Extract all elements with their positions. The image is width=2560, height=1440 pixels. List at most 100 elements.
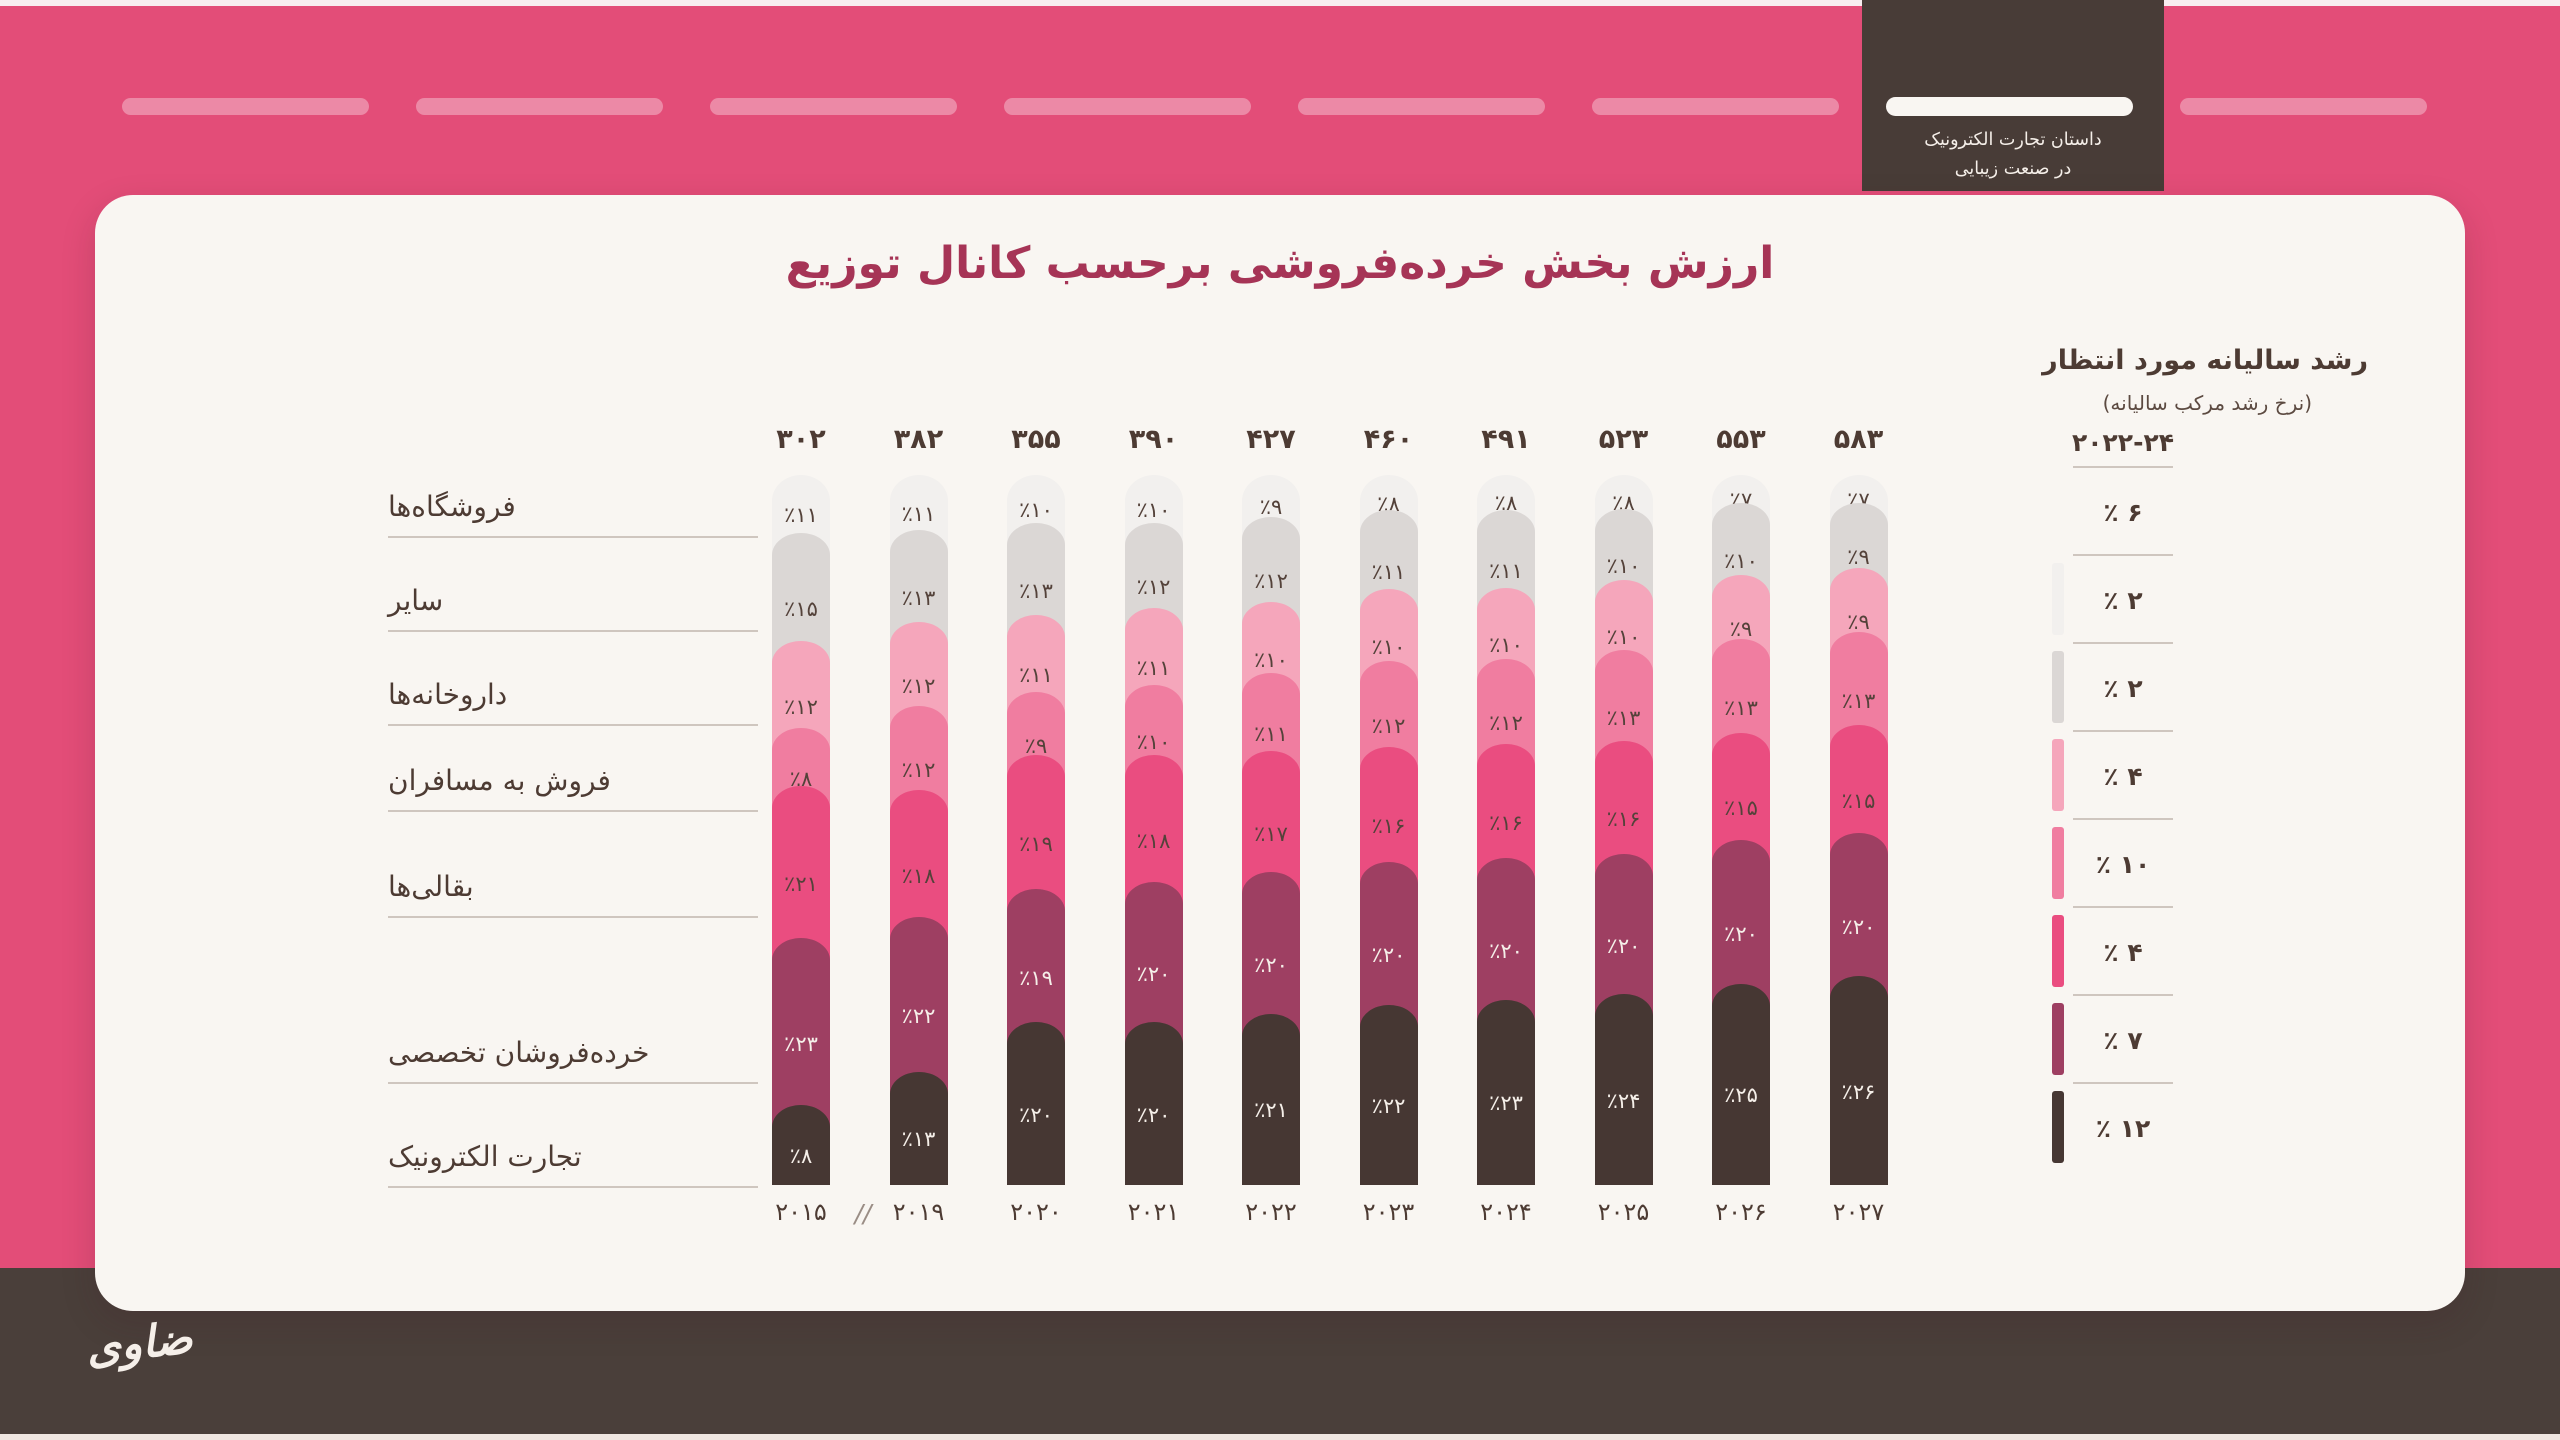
segment-label: ٪۱۶ (1371, 814, 1406, 839)
bar-segment: ٪۱۶ (1477, 744, 1535, 880)
category-label: سایر (388, 584, 758, 632)
bar-segment: ٪۱۸ (889, 790, 948, 939)
bar-segment: ٪۲۱ (1242, 1013, 1300, 1185)
segment-label: ٪۲۰ (1606, 933, 1641, 958)
segment-label: ٪۱۲ (901, 673, 936, 698)
bar-segment: ٪۲۴ (1594, 994, 1653, 1185)
growth-row: ٪ ۷ (2052, 994, 2173, 1084)
category-label: تجارت الکترونیک (388, 1140, 758, 1188)
axis-year: ۲۰۲۵ (1597, 1198, 1650, 1226)
segment-label: ٪۱۱ (1019, 663, 1053, 688)
bar-segment: ٪۲۱ (772, 786, 830, 961)
segment-label: ٪۱۸ (901, 863, 936, 888)
segment-label: ٪۸ (1612, 491, 1635, 516)
chart-title: ارزش بخش خرده‌فروشی برحسب کانال توزیع (785, 238, 1775, 289)
segment-label: ٪۲۲ (1371, 1094, 1406, 1119)
growth-chip (2052, 739, 2064, 811)
axis-year: ۲۰۲۱ (1127, 1198, 1180, 1226)
segment-label: ٪۱۰ (1724, 549, 1758, 574)
progress-pill[interactable] (710, 98, 957, 115)
segment-label: ٪۱۹ (1019, 965, 1053, 990)
segment-label: ٪۱۱ (1489, 558, 1523, 583)
segment-label: ٪۱۰ (1606, 554, 1641, 579)
segment-label: ٪۸ (789, 1143, 813, 1168)
progress-pill[interactable] (122, 98, 369, 115)
bar-total: ۵۲۳ (1598, 424, 1649, 455)
bar-segment: ٪۲۳ (772, 938, 830, 1128)
category-label: بقالی‌ها (388, 870, 758, 918)
growth-chip (2052, 563, 2064, 635)
bar-column: ٪۱۰ ٪۱۲ ٪۱۱ ٪۱۰ ٪۱۸ ٪۲۰ ٪۲۰ (1124, 475, 1183, 1185)
axis-year: ۲۰۲۴ (1480, 1198, 1532, 1226)
tab-title-line2: در صنعت زیبایی (1954, 159, 2072, 179)
progress-pill[interactable] (1592, 98, 1839, 115)
bar-segment: ٪۲۰ (1124, 881, 1183, 1045)
growth-row: ٪ ۱۲ (2052, 1082, 2173, 1172)
bar-total: ۴۹۱ (1481, 424, 1531, 455)
bar-total: ۳۰۲ (776, 424, 826, 455)
segment-label: ٪۱۳ (901, 586, 936, 610)
growth-chip (2052, 1091, 2064, 1163)
segment-label: ٪۹ (1024, 733, 1048, 758)
progress-pill[interactable] (1886, 97, 2133, 116)
bar-segment: ٪۱۹ (1007, 888, 1065, 1045)
growth-legend-title: رشد سالیانه مورد انتظار (2042, 345, 2368, 376)
progress-pill[interactable] (1004, 98, 1251, 115)
progress-pill[interactable] (1298, 98, 1545, 115)
growth-chip (2052, 915, 2064, 987)
growth-chip (2052, 827, 2064, 899)
bar-column: ٪۱۱ ٪۱۳ ٪۱۲ ٪۱۲ ٪۱۸ ٪۲۲ ٪۱۳ (889, 475, 948, 1185)
segment-label: ٪۱۰ (1371, 635, 1406, 660)
bottom-strip (0, 1434, 2560, 1440)
segment-label: ٪۱۷ (1254, 821, 1288, 846)
segment-label: ٪۲۰ (1019, 1102, 1053, 1127)
growth-row: ٪ ۴ (2052, 730, 2173, 820)
axis-year: ۲۰۲۷ (1832, 1198, 1885, 1226)
tab-title-line1: داستان تجارت الکترونیک (1924, 130, 2102, 150)
segment-label: ٪۲۱ (784, 872, 818, 897)
segment-label: ٪۱۶ (1489, 810, 1523, 835)
segment-label: ٪۱۵ (784, 597, 818, 622)
segment-label: ٪۸ (1494, 491, 1518, 516)
segment-label: ٪۱۲ (1371, 713, 1406, 738)
segment-label: ٪۲۳ (784, 1031, 818, 1056)
segment-label: ٪۲۲ (901, 1004, 936, 1029)
segment-label: ٪۲۰ (1371, 943, 1406, 968)
segment-label: ٪۱۲ (784, 694, 818, 719)
segment-label: ٪۱۱ (784, 502, 818, 527)
segment-label: ٪۹ (1729, 617, 1753, 642)
segment-label: ٪۱۲ (901, 758, 936, 783)
growth-row: ٪ ۲ (2052, 642, 2173, 732)
growth-value: ٪ ۱۰ (2095, 849, 2151, 879)
segment-label: ٪۱۲ (1136, 575, 1171, 600)
bar-segment: ٪۱۹ (1007, 755, 1065, 911)
segment-label: ٪۲۱ (1254, 1098, 1288, 1123)
progress-pill[interactable] (416, 98, 663, 115)
axis-year: ۲۰۲۲ (1245, 1198, 1297, 1226)
bar-segment: ٪۲۲ (1359, 1005, 1418, 1185)
axis-year: ۲۰۱۵ (775, 1198, 827, 1226)
bar-total: ۴۲۷ (1246, 424, 1296, 455)
progress-pill[interactable] (2180, 98, 2427, 115)
category-label: فروش به مسافران (388, 764, 758, 812)
segment-label: ٪۹ (1259, 494, 1283, 519)
segment-label: ٪۱۵ (1724, 796, 1758, 821)
bar-column: ٪۱۰ ٪۱۳ ٪۱۱ ٪۹ ٪۱۹ ٪۱۹ ٪۲۰ (1007, 475, 1065, 1185)
segment-label: ٪۲۰ (1489, 938, 1523, 963)
growth-row: ٪ ۲ (2052, 554, 2173, 644)
segment-label: ٪۱۳ (1841, 688, 1876, 713)
segment-label: ٪۱۳ (901, 1127, 936, 1152)
category-label: داروخانه‌ها (388, 678, 758, 726)
segment-label: ٪۱۳ (1724, 696, 1758, 721)
growth-legend-range: ۲۰۲۲-۲۴ (2072, 428, 2174, 457)
axis-year: ۲۰۲۶ (1715, 1198, 1767, 1226)
bar-total: ۳۹۰ (1128, 424, 1179, 455)
axis-year: ۲۰۲۳ (1362, 1198, 1415, 1226)
bar-segment: ٪۲۰ (1124, 1022, 1183, 1185)
bar-segment: ٪۲۰ (1477, 857, 1535, 1022)
segment-label: ٪۲۰ (1841, 914, 1876, 939)
bar-segment: ٪۲۰ (1007, 1022, 1065, 1185)
segment-label: ٪۹ (1847, 545, 1870, 570)
segment-label: ٪۱۲ (1489, 711, 1523, 736)
